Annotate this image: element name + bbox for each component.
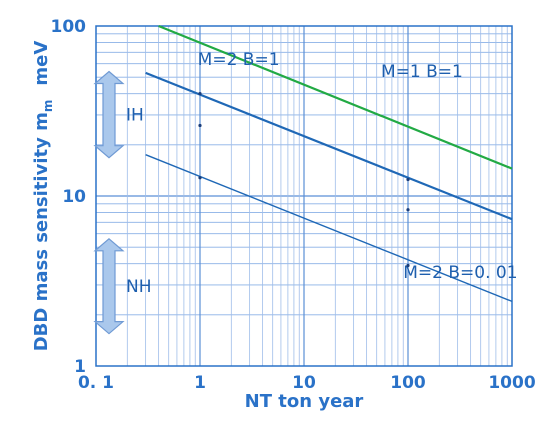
data-marker bbox=[198, 176, 202, 180]
data-marker bbox=[198, 123, 202, 128]
data-marker bbox=[198, 92, 202, 96]
data-marker bbox=[406, 208, 410, 212]
series-line bbox=[158, 24, 513, 170]
series-label: M=2 B=0. 01 bbox=[403, 263, 517, 283]
x-tick-label: 0. 1 bbox=[78, 373, 114, 393]
band-label: NH bbox=[126, 277, 152, 297]
x-tick-label: 100 bbox=[390, 373, 426, 393]
markers bbox=[198, 92, 410, 268]
svg-text:DBD mass sensitivity mmmeV: DBD mass sensitivity mm meV bbox=[31, 41, 55, 352]
y-axis-title: DBD mass sensitivity mm meV bbox=[31, 41, 55, 352]
series-label: M=1 B=1 bbox=[381, 62, 463, 82]
y-axis-title-unit: meV bbox=[31, 41, 52, 86]
band-label: IH bbox=[126, 106, 144, 126]
series: M=1 B=1 M=2 B=1 M=2 B=0. 01 bbox=[145, 24, 518, 303]
y-tick-label: 1 bbox=[74, 357, 86, 377]
band-arrow bbox=[93, 70, 125, 159]
y-tick-label: 10 bbox=[62, 187, 86, 207]
x-tick-label: 10 bbox=[292, 373, 316, 393]
x-tick-label: 1 bbox=[194, 373, 206, 393]
series-line bbox=[145, 154, 513, 303]
data-marker bbox=[406, 263, 410, 268]
series-label: M=2 B=1 bbox=[198, 50, 280, 70]
grid bbox=[96, 26, 512, 366]
data-marker bbox=[406, 177, 410, 182]
x-tick-label: 1000 bbox=[488, 373, 535, 393]
y-axis-title-main: DBD mass sensitivity m bbox=[31, 112, 52, 351]
band-arrow bbox=[93, 238, 125, 335]
series-line bbox=[145, 71, 513, 221]
bands: IH NH bbox=[93, 70, 152, 335]
plot-frame bbox=[95, 25, 513, 367]
y-tick-label: 100 bbox=[51, 17, 87, 37]
x-axis-title: NT ton year bbox=[245, 391, 364, 412]
y-axis-title-sub: m bbox=[41, 100, 55, 113]
